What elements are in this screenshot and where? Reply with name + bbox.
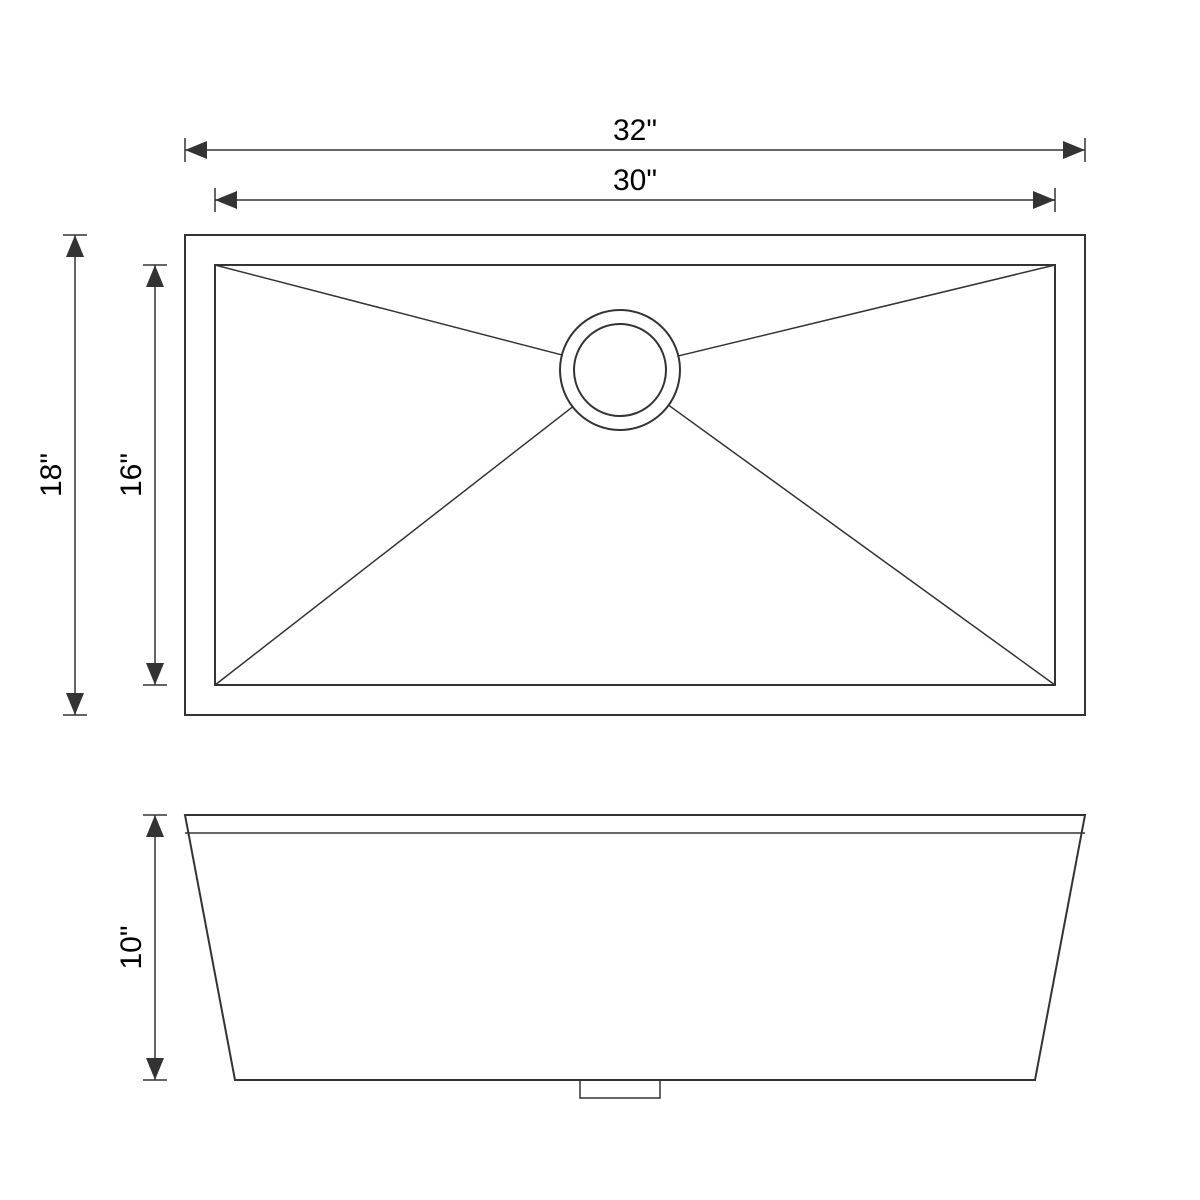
dimension-label: 30" <box>613 164 657 197</box>
dimension-label: 16" <box>115 453 148 497</box>
dimension-drawing: 32" 30" 18" 16" 10" <box>0 0 1200 1200</box>
dimension-label: 18" <box>35 453 68 497</box>
dimension-label: 32" <box>613 114 657 147</box>
dimension-label: 10" <box>115 925 148 969</box>
